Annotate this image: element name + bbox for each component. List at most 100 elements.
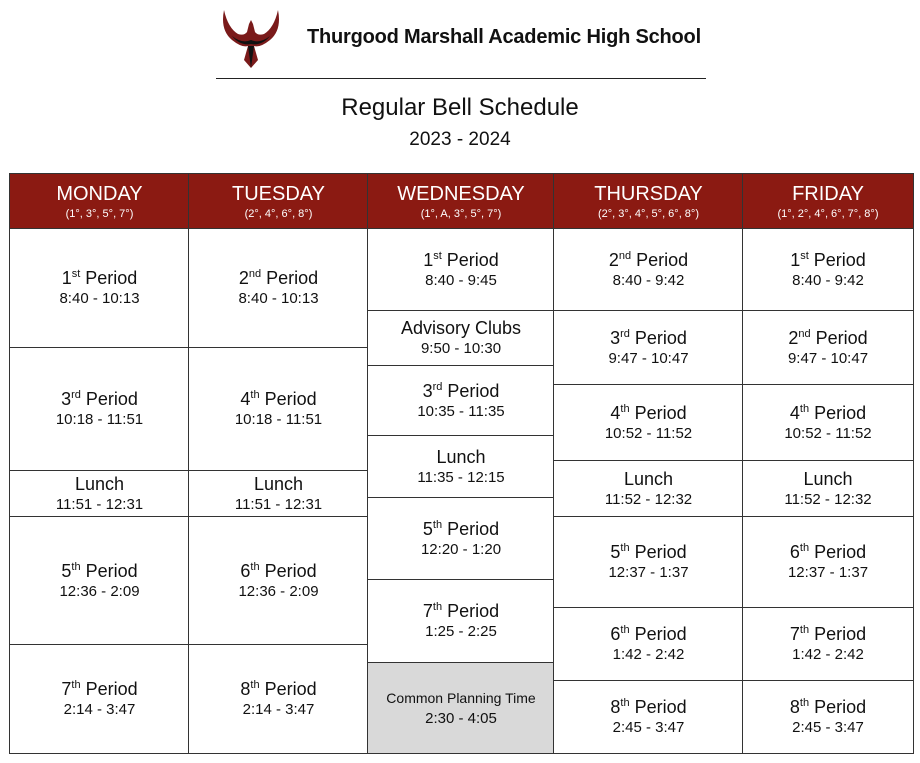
period-number: 1	[423, 249, 434, 270]
day-column-friday: FRIDAY (1°, 2°, 4°, 6°, 7°, 8°) 1st Period…	[742, 173, 914, 754]
period-suffix: th	[250, 679, 260, 691]
block-time: 2:14 - 3:47	[63, 701, 136, 718]
schedule-block: 1st Period 8:40 - 10:13	[10, 229, 189, 348]
block-label: Period	[814, 542, 867, 562]
block-label: Period	[634, 624, 687, 644]
block-name: 5th Period	[610, 542, 686, 563]
block-label: Period	[636, 249, 689, 270]
day-column-wednesday: WEDNESDAY (1°, A, 3°, 5°, 7°) 1st Period 8:…	[367, 173, 554, 754]
block-label: Advisory Clubs	[400, 318, 522, 338]
block-time: 11:51 - 12:31	[234, 495, 323, 513]
day-header: FRIDAY (1°, 2°, 4°, 6°, 7°, 8°)	[743, 174, 913, 229]
block-time: 1:42 - 2:42	[792, 646, 864, 663]
period-suffix: th	[799, 624, 810, 636]
period-number: 6	[789, 542, 800, 562]
day-header: WEDNESDAY (1°, A, 3°, 5°, 7°)	[368, 174, 554, 229]
block-name: 8th Period	[240, 679, 316, 700]
period-number: 8	[789, 697, 800, 717]
period-number: 2	[238, 268, 249, 288]
block-label: Period	[447, 518, 500, 539]
block-name: 4th Period	[240, 389, 316, 410]
block-time: 12:36 - 2:09	[59, 582, 140, 600]
block-name: 7th Period	[423, 601, 499, 622]
block-label: Period	[85, 560, 138, 581]
period-number: 5	[610, 542, 621, 562]
schedule-block: Lunch 11:35 - 12:15	[368, 436, 554, 498]
schedule-block: 6th Period 12:36 - 2:09	[189, 517, 368, 645]
schedule-block: 2nd Period 8:40 - 9:42	[554, 229, 743, 311]
block-label: Period	[815, 327, 868, 348]
period-suffix: th	[799, 542, 810, 554]
day-column-tuesday: TUESDAY (2°, 4°, 6°, 8°) 2nd Period 8:40 - …	[188, 173, 368, 754]
day-periods: (1°, A, 3°, 5°, 7°)	[420, 208, 502, 220]
block-label: Period	[266, 268, 319, 288]
block-time: 9:47 - 10:47	[787, 349, 869, 367]
block-name: 7th Period	[790, 624, 866, 645]
block-label: Period	[447, 380, 500, 401]
period-suffix: st	[71, 268, 81, 280]
block-time: 8:40 - 10:13	[59, 290, 140, 307]
period-number: 2	[788, 327, 799, 348]
day-periods: (2°, 3°, 4°, 5°, 6°, 8°)	[598, 208, 699, 220]
period-number: 3	[610, 327, 621, 348]
schedule-block: Advisory Clubs 9:50 - 10:30	[368, 311, 554, 366]
block-name: 6th Period	[240, 561, 316, 582]
schedule-block: 6th Period 12:37 - 1:37	[743, 517, 913, 608]
day-periods: (1°, 2°, 4°, 6°, 7°, 8°)	[777, 208, 879, 220]
period-suffix: th	[71, 560, 81, 573]
day-name: WEDNESDAY	[397, 183, 525, 205]
period-suffix: rd	[432, 380, 443, 393]
period-suffix: nd	[798, 327, 811, 340]
block-name: Advisory Clubs	[401, 318, 521, 339]
header-divider	[216, 78, 706, 79]
block-label: Period	[814, 402, 867, 423]
block-name: 6th Period	[610, 624, 686, 645]
block-name: 3rd Period	[61, 389, 138, 410]
schedule-block: 1st Period 8:40 - 9:45	[368, 229, 554, 311]
block-time: 2:45 - 3:47	[792, 719, 864, 736]
schedule-block: Lunch 11:52 - 12:32	[743, 461, 913, 517]
period-suffix: th	[71, 679, 81, 691]
block-label: Period	[447, 601, 500, 621]
schedule-block: 8th Period 2:45 - 3:47	[554, 681, 743, 754]
block-time: 2:14 - 3:47	[242, 701, 315, 718]
schedule-block: Common Planning Time 2:30 - 4:05	[368, 663, 554, 754]
block-name: 4th Period	[790, 403, 866, 424]
block-label: Period	[85, 389, 138, 409]
block-time: 11:52 - 12:32	[784, 490, 872, 508]
period-number: 5	[422, 518, 433, 539]
block-label: Period	[264, 560, 317, 581]
block-time: 9:47 - 10:47	[608, 349, 689, 367]
day-header: THURSDAY (2°, 3°, 4°, 5°, 6°, 8°)	[554, 174, 743, 229]
period-number: 3	[61, 389, 72, 409]
period-number: 1	[61, 268, 72, 288]
period-suffix: rd	[71, 389, 81, 401]
schedule-block: 7th Period 1:25 - 2:25	[368, 580, 554, 663]
block-time: 12:36 - 2:09	[238, 582, 319, 600]
block-name: 5th Period	[423, 519, 499, 540]
block-name: Lunch	[436, 447, 485, 468]
block-label: Period	[634, 402, 687, 423]
schedule-block: Lunch 11:51 - 12:31	[189, 471, 368, 517]
block-time: 11:52 - 12:32	[604, 490, 693, 508]
period-number: 4	[789, 402, 800, 423]
block-time: 8:40 - 9:42	[792, 271, 864, 289]
period-suffix: nd	[248, 268, 262, 280]
block-time: 2:30 - 4:05	[425, 710, 497, 727]
block-time: 11:51 - 12:31	[55, 495, 144, 513]
period-suffix: nd	[618, 249, 632, 262]
period-number: 6	[610, 624, 621, 644]
block-label: Period	[814, 624, 867, 644]
block-time: 10:18 - 11:51	[234, 411, 323, 428]
schedule-block: 2nd Period 8:40 - 10:13	[189, 229, 368, 348]
block-name: 1st Period	[62, 268, 138, 289]
block-name: 5th Period	[61, 561, 137, 582]
block-time: 12:37 - 1:37	[608, 564, 689, 581]
block-label: Lunch	[436, 446, 486, 467]
period-suffix: th	[799, 402, 810, 415]
block-name: 1st Period	[423, 250, 499, 271]
block-name: Lunch	[75, 474, 124, 495]
block-name: 2nd Period	[239, 268, 318, 289]
block-label: Period	[634, 327, 687, 348]
